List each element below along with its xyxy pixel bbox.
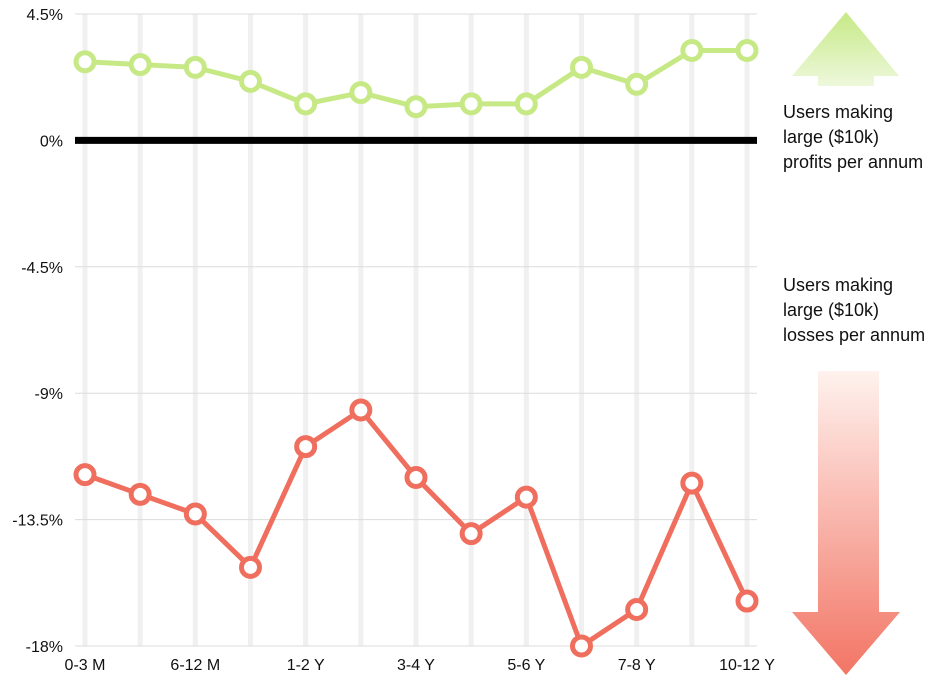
y-tick-label: -9% (35, 386, 63, 403)
y-axis: 4.5% 0% -4.5% -9% -13.5% -18% (12, 7, 63, 656)
data-point (573, 58, 591, 76)
losses-line-1: Users making (783, 273, 925, 298)
data-point (352, 401, 370, 419)
profits-annotation: Users making large ($10k) profits per an… (783, 100, 923, 175)
data-point (462, 95, 480, 113)
profits-line-2: large ($10k) (783, 125, 923, 150)
profits-line-3: profits per annum (783, 150, 923, 175)
losses-annotation: Users making large ($10k) losses per ann… (783, 273, 925, 348)
data-point (297, 95, 315, 113)
data-point (683, 42, 701, 60)
x-tick-label: 3-4 Y (397, 657, 435, 674)
x-tick-label: 7-8 Y (618, 657, 656, 674)
y-tick-label: 0% (40, 133, 63, 150)
x-tick-label: 0-3 M (65, 657, 106, 674)
data-point (407, 468, 425, 486)
y-tick-label: 4.5% (27, 7, 63, 24)
data-point (242, 558, 260, 576)
x-tick-label: 1-2 Y (287, 657, 325, 674)
data-point (517, 488, 535, 506)
data-point (352, 84, 370, 102)
data-point (738, 42, 756, 60)
data-point (76, 53, 94, 71)
data-point (683, 474, 701, 492)
y-tick-label: -4.5% (21, 260, 63, 277)
data-point (297, 438, 315, 456)
data-point (517, 95, 535, 113)
x-axis: 0-3 M 6-12 M 1-2 Y 3-4 Y 5-6 Y 7-8 Y 10-12 Y (65, 657, 776, 674)
arrow-up-icon (792, 12, 899, 86)
data-point (407, 98, 425, 116)
data-point (738, 592, 756, 610)
losses-line-3: losses per annum (783, 323, 925, 348)
x-tick-label: 10-12 Y (719, 657, 775, 674)
arrow-down-icon (792, 371, 900, 675)
data-point (628, 600, 646, 618)
data-point (573, 637, 591, 655)
data-point (186, 505, 204, 523)
data-point (628, 75, 646, 93)
y-tick-label: -18% (26, 639, 63, 656)
data-point (186, 58, 204, 76)
x-tick-label: 5-6 Y (507, 657, 545, 674)
y-tick-label: -13.5% (12, 513, 63, 530)
data-point (462, 525, 480, 543)
data-point (131, 485, 149, 503)
data-point (76, 466, 94, 484)
data-point (131, 56, 149, 74)
data-point (242, 72, 260, 90)
x-tick-label: 6-12 M (170, 657, 220, 674)
profits-line-1: Users making (783, 100, 923, 125)
losses-line-2: large ($10k) (783, 298, 925, 323)
